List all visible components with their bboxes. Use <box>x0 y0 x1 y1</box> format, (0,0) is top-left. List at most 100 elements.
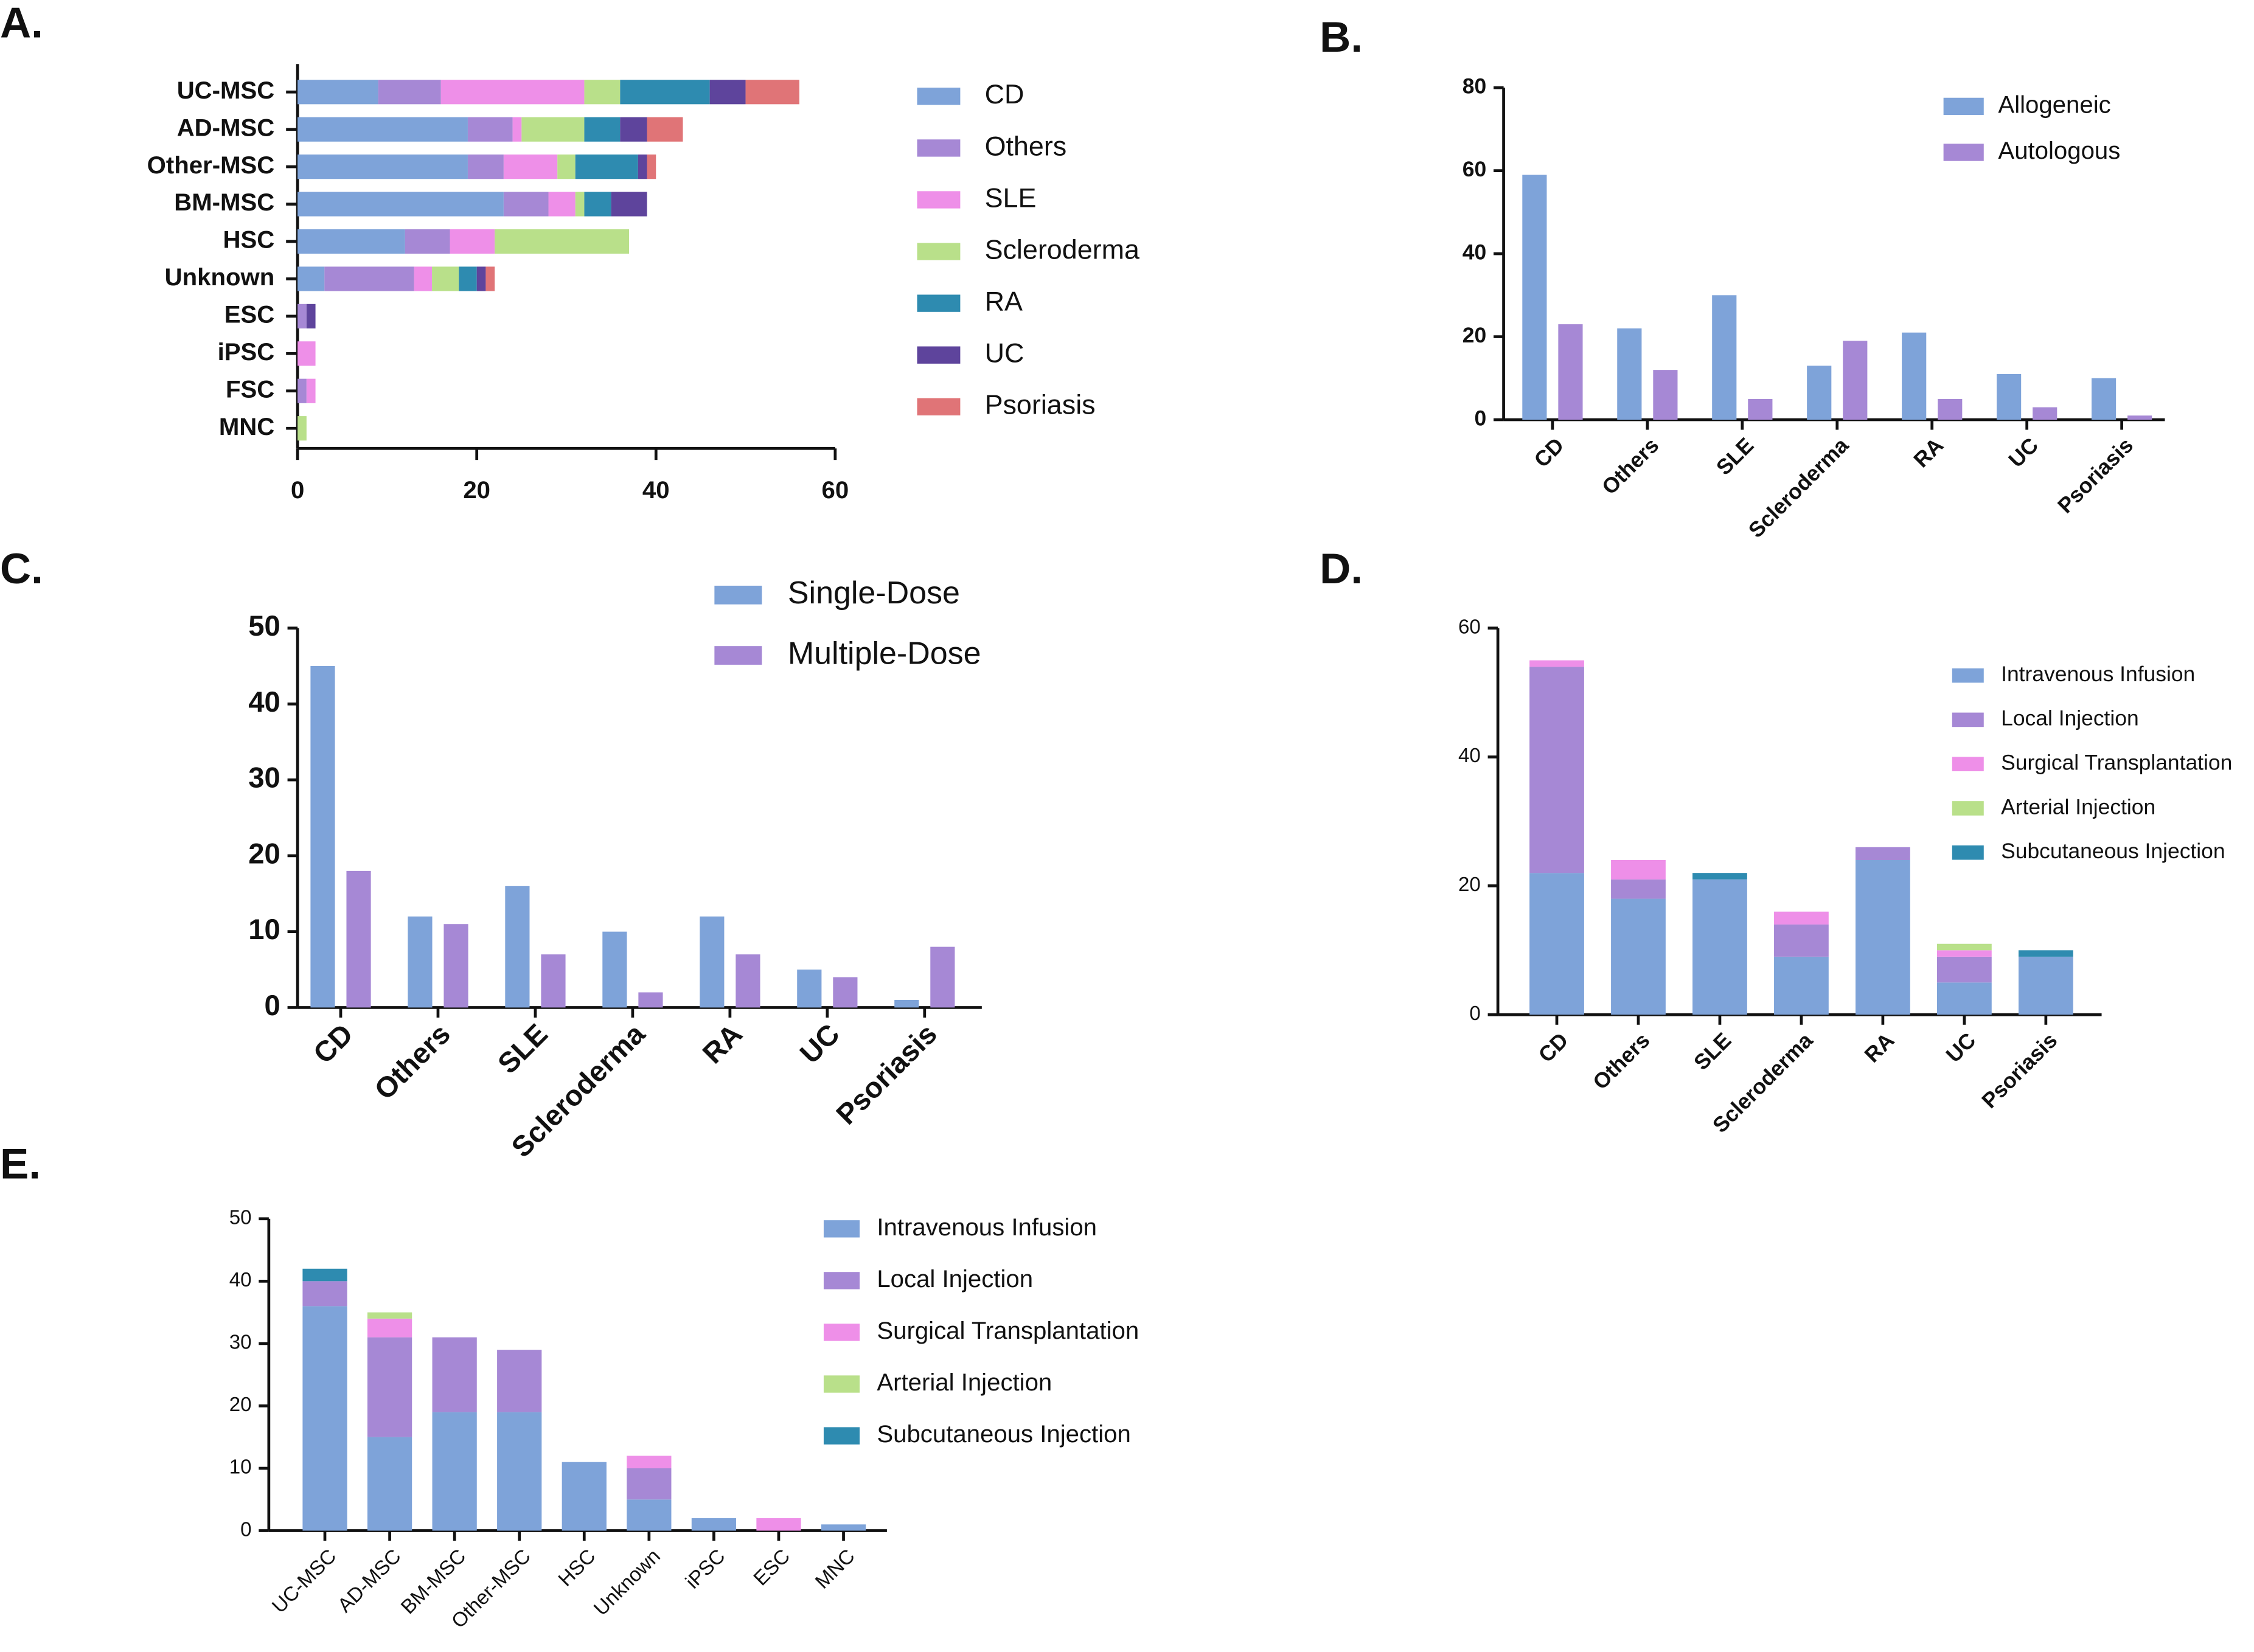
x-tick-label: HSC <box>554 1545 600 1591</box>
legend-label: RA <box>985 285 1023 316</box>
bar-segment <box>367 1337 412 1437</box>
legend-swatch <box>917 139 961 157</box>
bar-segment <box>459 266 477 291</box>
y-tick-label: 40 <box>1458 744 1481 767</box>
legend-label: Scleroderma <box>985 234 1139 265</box>
bar-segment <box>297 192 504 217</box>
x-tick-label: Psoriasis <box>1977 1028 2062 1113</box>
bar-segment <box>2018 956 2073 1015</box>
bar-segment <box>476 266 486 291</box>
y-tick-label: 20 <box>1458 873 1481 896</box>
bar-segment <box>432 1412 477 1531</box>
y-tick-label: FSC <box>226 375 274 403</box>
y-tick-label: 0 <box>240 1518 251 1541</box>
bar <box>1617 328 1642 420</box>
legend-swatch <box>823 1427 860 1445</box>
bar-segment <box>503 154 558 179</box>
y-tick-label: 50 <box>248 610 280 642</box>
x-tick-label: Psoriasis <box>2053 433 2138 518</box>
panel-label: B. <box>1320 13 1363 61</box>
bar <box>1712 295 1737 420</box>
legend-swatch <box>1952 845 1984 860</box>
panel-label: D. <box>1320 545 1363 593</box>
bar-segment <box>497 1350 542 1412</box>
x-tick-label: Scleroderma <box>1744 433 1853 543</box>
bar-segment <box>297 266 325 291</box>
x-tick-label: CD <box>1529 433 1568 472</box>
y-tick-label: BM-MSC <box>174 189 274 216</box>
bar <box>1938 398 1963 420</box>
bar-segment <box>1936 956 1992 983</box>
y-tick-label: Unknown <box>165 263 275 291</box>
legend-swatch <box>917 243 961 260</box>
bar-segment <box>1529 873 1584 1015</box>
bar <box>2127 415 2152 420</box>
y-tick-label: iPSC <box>218 338 275 366</box>
legend-label: Local Injection <box>2001 706 2139 731</box>
x-tick-label: Others <box>1588 1028 1654 1094</box>
x-tick-label: RA <box>697 1018 749 1070</box>
bar-segment <box>297 117 468 142</box>
legend-swatch <box>714 585 762 605</box>
bar-segment <box>2018 950 2073 957</box>
y-tick-label: 60 <box>1463 157 1486 181</box>
legend-label: Intravenous Infusion <box>877 1213 1097 1241</box>
bar-segment <box>821 1524 866 1531</box>
bar <box>797 970 822 1008</box>
legend-swatch <box>917 398 961 415</box>
bar-segment <box>557 154 576 179</box>
bar-segment <box>575 192 585 217</box>
bar-segment <box>709 80 746 105</box>
y-tick-label: 10 <box>229 1456 252 1479</box>
bar-segment <box>297 341 316 366</box>
x-tick-label: UC <box>2004 433 2043 472</box>
x-tick-label: RA <box>1860 1028 1899 1067</box>
bar-segment <box>1692 873 1747 880</box>
y-tick-label: 0 <box>264 990 280 1022</box>
legend-swatch <box>917 294 961 312</box>
legend-label: Autologous <box>1998 137 2120 164</box>
legend-swatch <box>823 1375 860 1393</box>
x-tick-label: Others <box>1597 433 1663 499</box>
bar-segment <box>548 192 576 217</box>
bar-segment <box>1936 982 1992 1015</box>
bar <box>1653 370 1678 420</box>
legend-swatch <box>823 1324 860 1341</box>
legend-swatch <box>1943 97 1984 116</box>
legend-swatch <box>714 646 762 665</box>
bar <box>1843 341 1868 420</box>
bar-segment <box>497 1412 542 1531</box>
legend-label: Subcutaneous Injection <box>2001 839 2225 863</box>
bar <box>346 870 371 1008</box>
bar-segment <box>756 1518 801 1531</box>
bar-segment <box>575 154 638 179</box>
bar <box>1997 373 2022 420</box>
bar <box>1902 332 1927 420</box>
panel-label: E. <box>0 1140 41 1188</box>
bar-segment <box>306 304 316 328</box>
bar <box>1748 398 1773 420</box>
bar-segment <box>440 80 585 105</box>
bar-segment <box>432 266 459 291</box>
bar-segment <box>1611 879 1666 899</box>
bar-segment <box>302 1281 347 1307</box>
x-tick-label: RA <box>1909 433 1948 472</box>
bar-segment <box>1774 911 1829 925</box>
legend-swatch <box>1943 144 1984 161</box>
bar <box>2033 407 2057 420</box>
legend-label: Single-Dose <box>788 575 960 611</box>
legend-label: Surgical Transplantation <box>2001 751 2232 775</box>
bar-segment <box>620 117 647 142</box>
panel-label: C. <box>0 545 43 593</box>
bar <box>1522 175 1547 420</box>
bar-segment <box>297 304 307 328</box>
bar <box>443 924 468 1008</box>
y-tick-label: 30 <box>248 762 280 794</box>
legend-label: Multiple-Dose <box>788 636 981 671</box>
bar-segment <box>503 192 549 217</box>
bar <box>736 954 760 1008</box>
bar-segment <box>1692 879 1747 1015</box>
y-tick-label: 20 <box>248 838 280 870</box>
bar-segment <box>297 80 378 105</box>
